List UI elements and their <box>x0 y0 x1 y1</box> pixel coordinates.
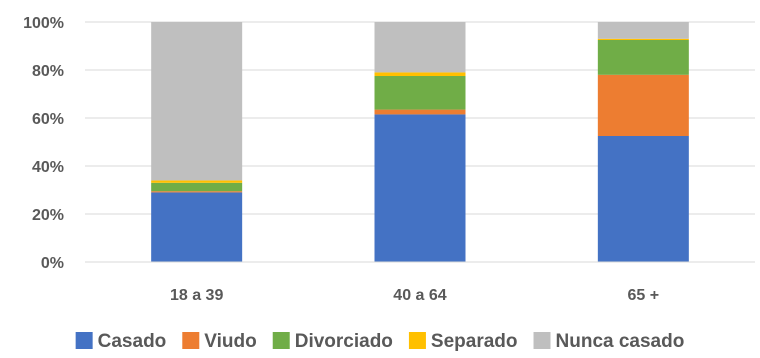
legend-swatch <box>533 332 551 349</box>
legend-swatch <box>408 332 426 349</box>
x-category-label: 18 a 39 <box>170 287 223 304</box>
bar-segment-1-2 <box>374 76 466 110</box>
bar-segment-1-4 <box>374 22 466 73</box>
bar-segment-0-3 <box>151 180 243 183</box>
bar-segment-1-1 <box>374 109 466 115</box>
legend-label: Divorciado <box>295 331 393 352</box>
x-axis-category-labels: 18 a 39 40 a 64 65 + <box>170 287 659 304</box>
bar-segment-2-4 <box>597 22 689 39</box>
legend-label: Viudo <box>204 331 256 352</box>
legend: Casado Viudo Divorciado Separado Nunca casad… <box>75 331 685 352</box>
bar-segment-2-2 <box>597 40 689 75</box>
legend-swatch <box>75 332 93 349</box>
bar-segment-2-3 <box>597 38 689 40</box>
legend-swatch <box>182 332 200 349</box>
y-tick-label: 100% <box>23 15 64 32</box>
bar-segment-2-0 <box>597 136 689 262</box>
bar-segment-0-4 <box>151 22 243 181</box>
bar-segment-1-3 <box>374 72 466 76</box>
x-category-label: 40 a 64 <box>393 287 446 304</box>
bar-segment-0-2 <box>151 182 243 192</box>
bar-segment-1-0 <box>374 114 466 263</box>
x-category-label: 65 + <box>628 287 660 304</box>
bar-segment-2-1 <box>597 74 689 136</box>
bar-segment-0-0 <box>151 192 243 262</box>
y-tick-label: 60% <box>32 111 64 128</box>
y-tick-label: 40% <box>32 159 64 176</box>
legend-label: Separado <box>431 331 518 352</box>
bar-segment-0-1 <box>151 191 243 193</box>
y-tick-label: 0% <box>41 255 64 272</box>
legend-label: Casado <box>98 331 167 352</box>
y-axis-tick-labels: 0% 20% 40% 60% 80% 100% <box>23 15 64 272</box>
bars <box>151 22 689 263</box>
legend-swatch <box>272 332 290 349</box>
y-tick-label: 80% <box>32 63 64 80</box>
y-tick-label: 20% <box>32 207 64 224</box>
legend-label: Nunca casado <box>556 331 685 352</box>
